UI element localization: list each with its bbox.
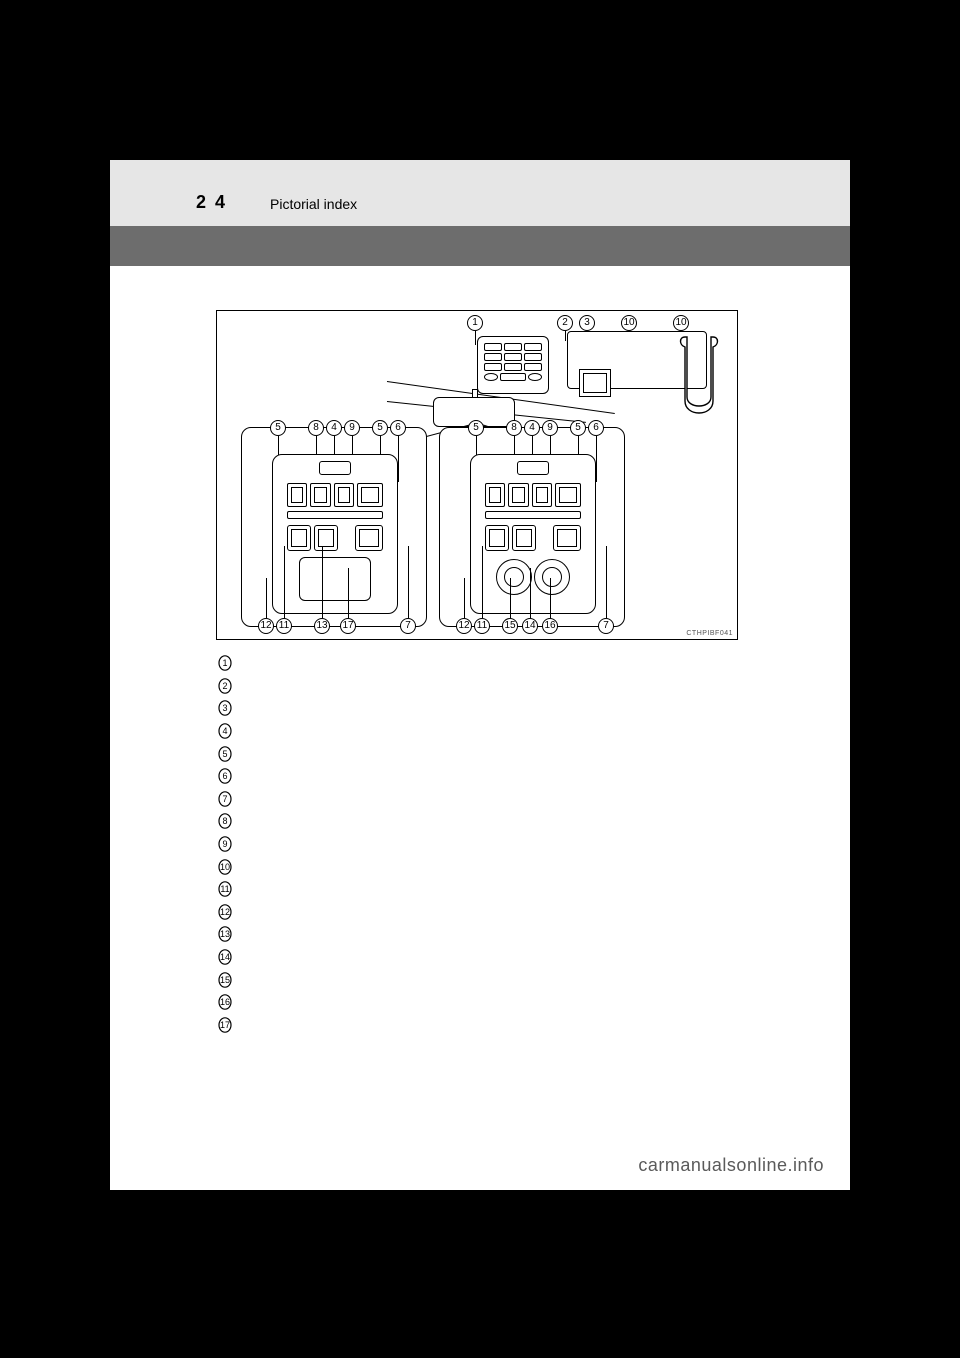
button-row-2 [287, 525, 383, 551]
legend-item: 5 [218, 742, 238, 765]
legend-number-icon: 5 [218, 746, 232, 762]
overhead-console-diagram: 1 2 3 10 10 [216, 310, 738, 640]
footer-watermark: carmanualsonline.info [110, 1155, 850, 1176]
callout-5: 5 [468, 420, 484, 436]
legend-number-icon: 10 [218, 859, 232, 875]
legend-item: 15 [218, 968, 238, 991]
legend-number-icon: 2 [218, 678, 232, 694]
legend-number-icon: 4 [218, 723, 232, 739]
callout-9: 9 [542, 420, 558, 436]
button-row [287, 483, 383, 507]
callout-4: 4 [524, 420, 540, 436]
callout-8: 8 [506, 420, 522, 436]
sub-header-band [110, 226, 850, 266]
callout-11: 11 [474, 618, 490, 634]
callout-17: 17 [340, 618, 356, 634]
legend-number-icon: 8 [218, 813, 232, 829]
legend-item: 6 [218, 765, 238, 788]
legend-number-icon: 16 [218, 994, 232, 1010]
header-title: Pictorial index [270, 196, 357, 212]
dial-icon [496, 559, 532, 595]
diagram-code: CTHPIBF041 [686, 630, 733, 637]
legend-item: 8 [218, 810, 238, 833]
callout-5b: 5 [570, 420, 586, 436]
callout-15: 15 [502, 618, 518, 634]
leader-line [475, 331, 476, 345]
overhead-console-icon [477, 336, 549, 394]
callout-2: 2 [557, 315, 573, 331]
inset-panel-left: 5 8 4 9 5 6 [241, 427, 427, 627]
inset-panel-right: 5 8 4 9 5 6 [439, 427, 625, 627]
legend-number-icon: 7 [218, 791, 232, 807]
legend-number-icon: 12 [218, 904, 232, 920]
legend-number-icon: 9 [218, 836, 232, 852]
dial-icon [534, 559, 570, 595]
legend-item: 3 [218, 697, 238, 720]
divider [287, 511, 383, 519]
page-number: 2 4 [196, 192, 227, 213]
callout-14: 14 [522, 618, 538, 634]
callout-7: 7 [400, 618, 416, 634]
callout-6: 6 [390, 420, 406, 436]
console-buttons [484, 343, 542, 387]
console-panel [272, 454, 398, 614]
legend-number-icon: 14 [218, 949, 232, 965]
legend-item: 9 [218, 833, 238, 856]
storage-pad [299, 557, 371, 601]
legend-number-icon: 6 [218, 768, 232, 784]
legend-item: 16 [218, 991, 238, 1014]
callout-5b: 5 [372, 420, 388, 436]
callout-11: 11 [276, 618, 292, 634]
legend-list: 1234567891011121314151617 [218, 652, 238, 1036]
legend-item: 7 [218, 788, 238, 811]
sunglass-holder-icon [319, 461, 351, 475]
callout-7: 7 [598, 618, 614, 634]
button-row [485, 483, 581, 507]
legend-item: 2 [218, 675, 238, 698]
callout-3: 3 [579, 315, 595, 331]
legend-item: 14 [218, 946, 238, 969]
manual-page: 2 4 Pictorial index 1 2 3 10 10 [110, 160, 850, 1190]
callout-8: 8 [308, 420, 324, 436]
callout-10a: 10 [621, 315, 637, 331]
legend-item: 1 [218, 652, 238, 675]
callout-12: 12 [258, 618, 274, 634]
legend-number-icon: 3 [218, 700, 232, 716]
callout-5: 5 [270, 420, 286, 436]
callout-13: 13 [314, 618, 330, 634]
callout-10b: 10 [673, 315, 689, 331]
callout-12: 12 [456, 618, 472, 634]
button-row-2 [485, 525, 581, 551]
assist-grip-icon [677, 331, 721, 421]
legend-number-icon: 11 [218, 881, 232, 897]
leader-line [565, 331, 566, 341]
legend-number-icon: 1 [218, 655, 232, 671]
vanity-mirror-icon [579, 369, 611, 397]
callout-16: 16 [542, 618, 558, 634]
callout-6: 6 [588, 420, 604, 436]
legend-item: 10 [218, 855, 238, 878]
header-band: 2 4 Pictorial index [110, 160, 850, 226]
callout-9: 9 [344, 420, 360, 436]
sunglass-holder-icon [517, 461, 549, 475]
legend-number-icon: 17 [218, 1017, 232, 1033]
legend-item: 12 [218, 901, 238, 924]
console-panel [470, 454, 596, 614]
callout-4: 4 [326, 420, 342, 436]
dial-row [495, 559, 571, 595]
legend-item: 17 [218, 1014, 238, 1037]
legend-item: 4 [218, 720, 238, 743]
legend-item: 13 [218, 923, 238, 946]
callout-1: 1 [467, 315, 483, 331]
legend-item: 11 [218, 878, 238, 901]
legend-number-icon: 15 [218, 972, 232, 988]
divider [485, 511, 581, 519]
legend-number-icon: 13 [218, 926, 232, 942]
